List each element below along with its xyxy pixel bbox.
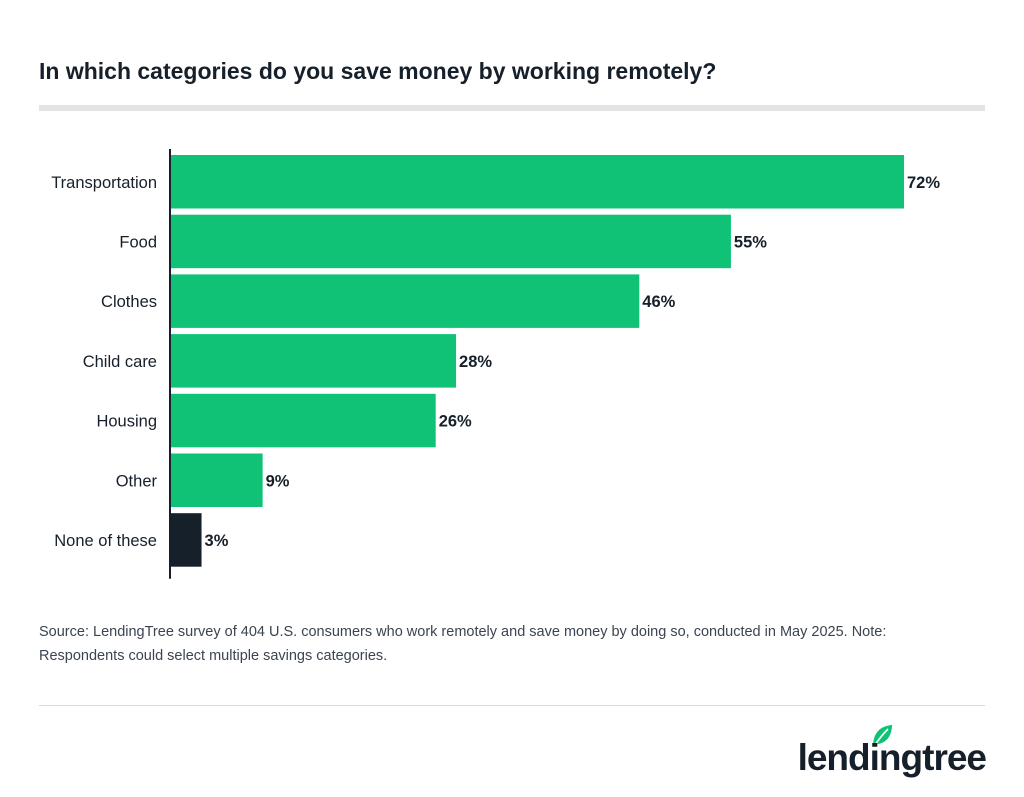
category-label: Child care <box>83 353 157 371</box>
logo-wordmark: lendingtree <box>797 737 987 778</box>
leaf-icon <box>873 725 892 747</box>
bar-chart: Transportation 72% Food 55% Clothes 46% Child … <box>51 149 940 579</box>
bar-none-of-these <box>171 513 202 567</box>
bar-other <box>171 453 263 507</box>
category-label: Housing <box>96 413 157 431</box>
value-label: 28% <box>459 353 492 371</box>
footer-divider <box>39 705 985 706</box>
value-label: 46% <box>642 293 675 311</box>
bar-clothes <box>171 274 640 328</box>
bar-child-care <box>171 334 457 388</box>
chart-title: In which categories do you save money by… <box>39 58 717 84</box>
bar-housing <box>171 393 436 448</box>
value-label: 55% <box>734 233 767 251</box>
bar-transportation <box>171 155 904 209</box>
category-label: Clothes <box>101 293 157 311</box>
value-label: 9% <box>266 472 290 490</box>
category-label: Transportation <box>51 174 157 192</box>
category-label: None of these <box>54 532 157 550</box>
bar-food <box>171 214 731 269</box>
lendingtree-logo: lendingtree <box>786 723 987 783</box>
value-label: 26% <box>439 413 472 431</box>
category-label: Other <box>116 472 158 490</box>
title-divider <box>39 105 985 111</box>
source-note: Source: LendingTree survey of 404 U.S. c… <box>39 624 887 664</box>
value-label: 3% <box>205 532 229 550</box>
value-label: 72% <box>907 174 940 192</box>
category-label: Food <box>119 233 157 251</box>
